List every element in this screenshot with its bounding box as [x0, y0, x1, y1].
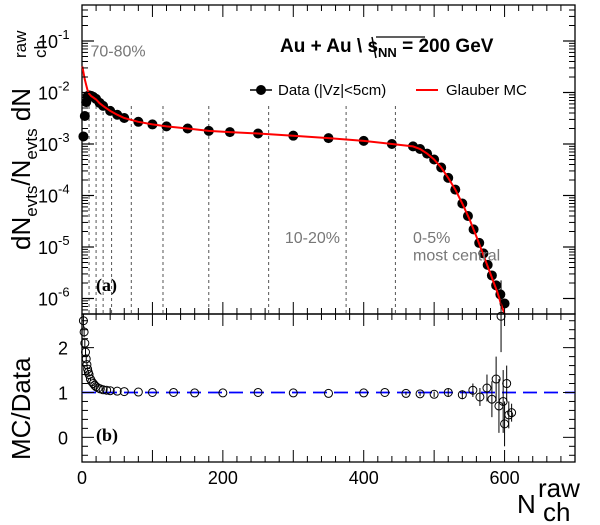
top-panel: 10-6 10-5 10-4 10-3 10-2 10-1 70-80% 10-20% 0-5… [6, 4, 576, 315]
top-y-axis-title: dNevts/Nevts dN [6, 88, 41, 250]
y-tick-label: 10-6 [38, 284, 70, 309]
y-tick-label: 10-2 [38, 78, 70, 103]
ratio-point [112, 386, 122, 396]
ratio-point [79, 327, 89, 337]
centrality-annotation: most central [413, 247, 500, 264]
ratio-y-tick-label: 1 [58, 383, 68, 403]
x-tick-label: 400 [349, 468, 379, 488]
ratio-point [502, 379, 512, 389]
bottom-x-ticks: 0 200 400 600 [77, 314, 576, 488]
ratio-point [81, 354, 91, 364]
ratio-point [288, 388, 298, 398]
ratio-point [401, 388, 411, 398]
y-tick-label: 10-5 [38, 233, 70, 258]
centrality-annotation: 70-80% [90, 44, 145, 61]
legend-mc-label: Glauber MC [446, 82, 527, 99]
x-axis-title-sub: ch [543, 497, 570, 525]
ratio-series [78, 280, 517, 447]
data-point [78, 131, 89, 142]
ratio-point [147, 387, 157, 397]
bottom-y-ticks: 0 1 2 [58, 320, 575, 456]
y-tick-label: 10-3 [38, 130, 70, 155]
ratio-point [98, 385, 108, 395]
y-tick-label: 10-1 [38, 27, 70, 52]
ratio-point [429, 389, 439, 399]
sqrt-stroke [371, 36, 377, 59]
ratio-point [380, 387, 390, 397]
ratio-point [133, 387, 143, 397]
ratio-point [468, 385, 478, 395]
glauber-mc-series [81, 66, 506, 315]
ratio-point [105, 386, 115, 396]
ratio-point [359, 388, 369, 398]
ratio-point [482, 383, 492, 393]
x-tick-label: 600 [490, 468, 520, 488]
ratio-point [218, 388, 228, 398]
ratio-point [457, 390, 467, 400]
ratio-point [88, 379, 98, 389]
panel-label-a: (a) [96, 275, 117, 296]
x-axis-title-sup: raw [538, 473, 580, 503]
centrality-annotation: 0-5% [413, 230, 450, 247]
centrality-cut-lines [88, 106, 396, 314]
x-axis-title: N [517, 489, 536, 519]
ratio-point [491, 374, 501, 384]
x-tick-label: 0 [77, 468, 87, 488]
ratio-point [443, 387, 453, 397]
ratio-point [415, 389, 425, 399]
bottom-plot-frame [81, 313, 576, 463]
y-tick-label: 10-4 [38, 181, 70, 206]
ratio-point [507, 408, 517, 418]
ratio-point [102, 385, 112, 395]
x-tick-label: 200 [208, 468, 238, 488]
ratio-point [119, 387, 129, 397]
top-y-axis-title-ch: ch [31, 40, 50, 58]
ratio-y-tick-label: 2 [58, 339, 68, 359]
top-y-axis-title-raw: raw [11, 30, 30, 58]
top-y-ticks: 10-6 10-5 10-4 10-3 10-2 10-1 [38, 4, 575, 315]
centrality-annotations: 70-80% 10-20% 0-5%most central [90, 44, 500, 265]
bottom-y-axis-title: MC/Data [6, 357, 36, 460]
ratio-point [169, 387, 179, 397]
legend-data-label: Data (|Vz|<5cm) [278, 82, 386, 99]
top-x-ticks [81, 5, 576, 314]
ratio-point [324, 388, 333, 398]
glauber-mc-curve [81, 66, 506, 315]
ratio-y-tick-label: 0 [58, 428, 68, 448]
legend: Data (|Vz|<5cm) Glauber MC [250, 82, 527, 99]
legend-data-marker [256, 85, 266, 95]
ratio-point [475, 392, 485, 402]
ratio-point [190, 388, 200, 398]
bottom-panel: 0 1 2 0 200 400 600 (b) MC/Data N raw ch [6, 280, 580, 525]
centrality-annotation: 10-20% [285, 230, 340, 247]
ratio-point [504, 410, 514, 420]
ratio-point [253, 387, 263, 397]
panel-label-b: (b) [96, 425, 118, 446]
chart-title: Au + Au \ sNN = 200 GeV [280, 36, 494, 60]
